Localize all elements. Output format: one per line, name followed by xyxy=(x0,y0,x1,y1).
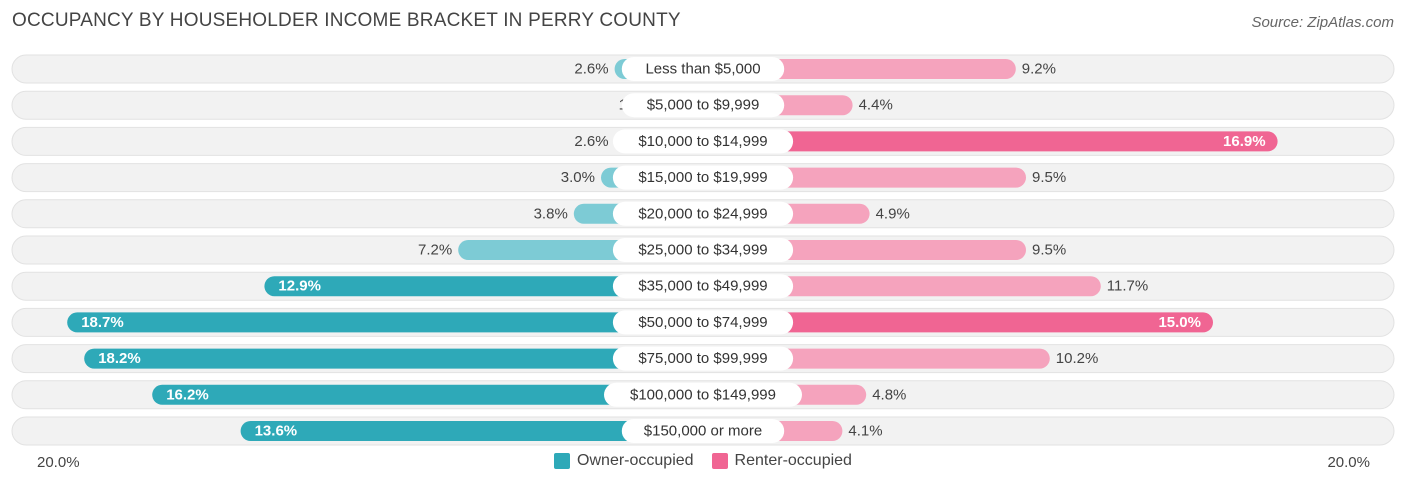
owner-value-label: 7.2% xyxy=(418,242,452,259)
category-label: $25,000 to $34,999 xyxy=(638,242,767,259)
renter-value-label: 11.7% xyxy=(1107,278,1148,295)
category-pill xyxy=(612,201,794,226)
owner-value-label: 2.6% xyxy=(574,133,608,150)
renter-value-label: 4.8% xyxy=(872,386,906,403)
owner-value-label: 13.6% xyxy=(255,423,298,440)
owner-bar xyxy=(67,312,703,333)
legend-swatch-renter xyxy=(711,453,728,469)
category-pill xyxy=(612,274,794,299)
category-pill xyxy=(612,129,794,154)
renter-bar xyxy=(703,131,1278,152)
owner-value-label: 18.7% xyxy=(81,314,124,331)
renter-bar xyxy=(703,276,1101,297)
owner-value-label: 16.2% xyxy=(166,386,209,403)
renter-value-label: 16.9% xyxy=(1223,133,1266,150)
category-label: Less than $5,000 xyxy=(645,61,760,78)
category-pill xyxy=(612,346,794,371)
legend-item-owner[interactable]: Owner-occupied xyxy=(554,452,694,470)
axis-left-label: 20.0% xyxy=(37,454,80,471)
category-label: $20,000 to $24,999 xyxy=(638,205,767,222)
category-label: $10,000 to $14,999 xyxy=(638,133,767,150)
renter-value-label: 4.1% xyxy=(848,423,882,440)
renter-value-label: 10.2% xyxy=(1056,350,1099,367)
owner-value-label: 2.6% xyxy=(574,61,608,78)
owner-value-label: 12.9% xyxy=(278,278,321,295)
legend-item-renter[interactable]: Renter-occupied xyxy=(711,452,852,470)
category-pill xyxy=(621,57,785,81)
category-label: $50,000 to $74,999 xyxy=(638,314,767,331)
category-pill xyxy=(621,419,785,443)
chart-source: Source: ZipAtlas.com xyxy=(1251,14,1394,31)
renter-value-label: 9.5% xyxy=(1032,242,1066,259)
category-label: $100,000 to $149,999 xyxy=(630,386,776,403)
owner-bar xyxy=(240,421,703,441)
axis-right-label: 20.0% xyxy=(1327,454,1370,471)
owner-bar xyxy=(152,384,703,405)
renter-value-label: 4.9% xyxy=(876,205,910,222)
category-label: $5,000 to $9,999 xyxy=(647,97,760,114)
category-label: $75,000 to $99,999 xyxy=(638,350,767,367)
renter-value-label: 9.5% xyxy=(1032,169,1066,186)
renter-value-label: 4.4% xyxy=(859,97,893,114)
owner-bar xyxy=(264,276,703,297)
chart-title: OCCUPANCY BY HOUSEHOLDER INCOME BRACKET … xyxy=(12,10,681,31)
category-label: $15,000 to $19,999 xyxy=(638,169,767,186)
legend-label-owner: Owner-occupied xyxy=(577,452,694,469)
renter-value-label: 9.2% xyxy=(1022,61,1056,78)
category-label: $35,000 to $49,999 xyxy=(638,278,767,295)
renter-value-label: 15.0% xyxy=(1158,314,1201,331)
renter-bar xyxy=(703,312,1213,333)
legend-swatch-owner xyxy=(554,453,571,469)
legend-label-renter: Renter-occupied xyxy=(734,452,852,469)
category-pill xyxy=(612,165,794,190)
owner-bar xyxy=(84,348,703,369)
category-label: $150,000 or more xyxy=(644,423,762,440)
owner-value-label: 3.0% xyxy=(561,169,595,186)
legend: Owner-occupied Renter-occupied xyxy=(0,452,1406,470)
category-pill xyxy=(604,382,802,407)
owner-value-label: 3.8% xyxy=(534,205,568,222)
category-pill xyxy=(612,238,794,262)
category-pill xyxy=(612,310,794,335)
owner-value-label: 18.2% xyxy=(98,350,141,367)
category-pill xyxy=(621,93,785,118)
